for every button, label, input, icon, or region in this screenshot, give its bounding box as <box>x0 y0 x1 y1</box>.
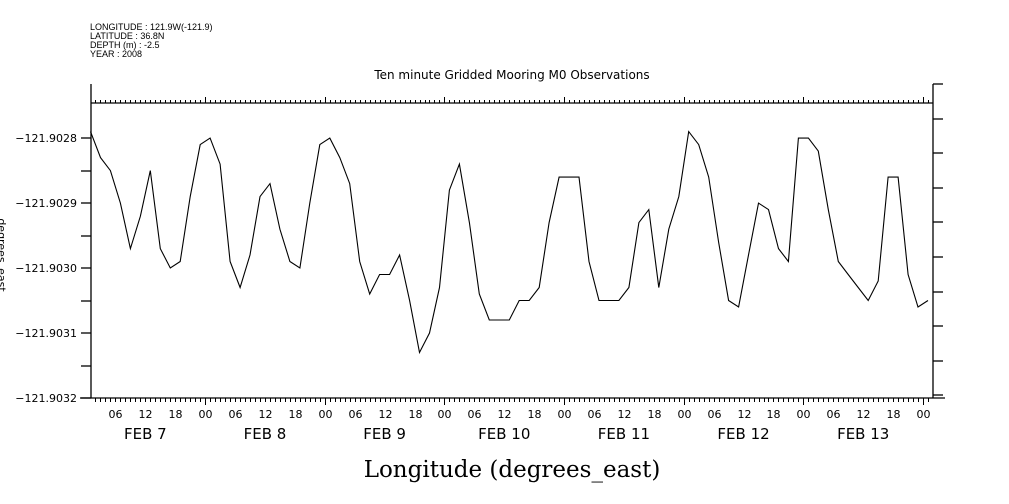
day-label: FEB 7 <box>124 425 167 443</box>
x-tick-label: 12 <box>379 408 393 421</box>
x-tick-label: 18 <box>767 408 781 421</box>
x-tick-label: 00 <box>678 408 692 421</box>
x-tick-label: 00 <box>797 408 811 421</box>
x-tick-label: 06 <box>588 408 602 421</box>
x-axis-label: Longitude (degrees_east) <box>364 457 661 483</box>
x-tick-label: 18 <box>169 408 183 421</box>
x-tick-label: 00 <box>199 408 213 421</box>
info-year: YEAR : 2008 <box>90 49 142 59</box>
info-depth: DEPTH (m) : -2.5 <box>90 40 160 50</box>
info-longitude: LONGITUDE : 121.9W(-121.9) <box>90 22 213 32</box>
y-tick-label: −121.9028 <box>15 132 77 145</box>
x-tick-label: 12 <box>618 408 632 421</box>
x-tick-label: 06 <box>468 408 482 421</box>
y-tick-labels: −121.9028 −121.9029 −121.9030 −121.9031 −121… <box>15 132 77 405</box>
x-tick-label: 06 <box>827 408 841 421</box>
info-latitude: LATITUDE : 36.8N <box>90 31 164 41</box>
x-tick-label: 12 <box>139 408 153 421</box>
day-label: FEB 10 <box>478 425 530 443</box>
day-label: FEB 9 <box>363 425 406 443</box>
day-label: FEB 11 <box>598 425 650 443</box>
x-tick-label: 12 <box>259 408 273 421</box>
x-tick-label: 06 <box>109 408 123 421</box>
day-label: FEB 8 <box>244 425 287 443</box>
x-tick-label: 18 <box>528 408 542 421</box>
axes <box>80 83 945 405</box>
y-tick-label: −121.9031 <box>15 327 77 340</box>
chart-title: Ten minute Gridded Mooring M0 Observatio… <box>373 68 649 82</box>
x-tick-labels: 06 12 18 00 06 12 18 00 06 12 18 00 06 12 18 00 06 12 18 00… <box>109 408 931 443</box>
y-axis-label: degrees_east <box>0 218 8 292</box>
x-tick-label: 00 <box>558 408 572 421</box>
x-tick-label: 06 <box>708 408 722 421</box>
y-tick-label: −121.9029 <box>15 197 77 210</box>
x-tick-label: 18 <box>887 408 901 421</box>
x-tick-label: 18 <box>289 408 303 421</box>
x-tick-label: 06 <box>229 408 243 421</box>
series-group <box>89 130 929 355</box>
day-label: FEB 13 <box>837 425 889 443</box>
x-tick-label: 06 <box>349 408 363 421</box>
x-tick-label: 12 <box>498 408 512 421</box>
x-tick-label: 00 <box>319 408 333 421</box>
x-tick-label: 12 <box>857 408 871 421</box>
info-block: LONGITUDE : 121.9W(-121.9) LATITUDE : 36… <box>90 22 213 59</box>
y-tick-label: −121.9032 <box>15 392 77 405</box>
x-tick-label: 12 <box>738 408 752 421</box>
x-tick-label: 18 <box>648 408 662 421</box>
day-label: FEB 12 <box>717 425 769 443</box>
y-tick-label: −121.9030 <box>15 262 77 275</box>
series-line <box>89 130 929 355</box>
x-tick-label: 18 <box>409 408 423 421</box>
x-tick-label: 00 <box>917 408 931 421</box>
x-tick-label: 00 <box>438 408 452 421</box>
